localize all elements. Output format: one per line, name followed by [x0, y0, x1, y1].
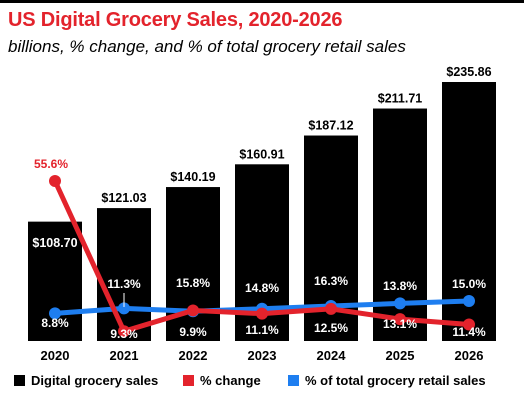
- bar-value-label: $235.86: [446, 65, 491, 79]
- legend-share-swatch: [288, 375, 299, 386]
- share-value-label: 8.8%: [41, 316, 69, 330]
- bar-value-label: $160.91: [239, 147, 284, 161]
- category-label: 2024: [317, 348, 347, 363]
- share-point-2026: [463, 295, 475, 307]
- category-label: 2021: [110, 348, 139, 363]
- bar-value-label: $108.70: [32, 236, 77, 250]
- share-value-label: 12.5%: [314, 321, 348, 335]
- change-point-2022: [187, 304, 199, 317]
- chart-title: US Digital Grocery Sales, 2020-2026: [8, 9, 343, 31]
- change-point-2026: [463, 318, 475, 331]
- chart-subtitle: billions, % change, and % of total groce…: [8, 37, 406, 56]
- category-label: 2020: [41, 348, 70, 363]
- bar-value-label: $187.12: [308, 119, 353, 133]
- legend-share-label: % of total grocery retail sales: [305, 373, 486, 388]
- legend-bars-label: Digital grocery sales: [31, 373, 158, 388]
- change-value-label: 14.8%: [245, 281, 279, 295]
- bar-2021: [97, 208, 151, 341]
- bar-value-label: $121.03: [101, 191, 146, 205]
- legend-change-swatch: [183, 375, 194, 386]
- category-label: 2023: [248, 348, 277, 363]
- category-label: 2026: [455, 348, 484, 363]
- change-value-label: 13.1%: [383, 317, 417, 331]
- share-value-label: 11.1%: [245, 323, 279, 337]
- bar-value-label: $140.19: [170, 170, 215, 184]
- share-value-label: 13.8%: [383, 279, 417, 293]
- share-value-label: 15.0%: [452, 277, 486, 291]
- change-value-label: 55.6%: [34, 157, 68, 171]
- share-point-2025: [394, 297, 406, 310]
- change-point-2021: [118, 325, 130, 338]
- change-point-2025: [394, 313, 406, 326]
- bar-2020: [28, 221, 82, 341]
- bar-value-label: $211.71: [378, 92, 423, 106]
- category-label: 2025: [386, 348, 415, 363]
- change-point-2023: [256, 307, 268, 320]
- change-value-label: 15.8%: [176, 276, 210, 290]
- top-rule: [0, 0, 524, 3]
- change-value-label: 9.3%: [110, 327, 138, 341]
- share-value-label: 9.9%: [179, 325, 207, 339]
- change-point-2024: [325, 302, 337, 315]
- share-point-2021: [118, 302, 130, 315]
- legend-change-label: % change: [200, 373, 261, 388]
- change-value-label: 16.3%: [314, 274, 348, 288]
- legend-bars-swatch: [14, 375, 25, 386]
- change-point-2020: [49, 175, 61, 187]
- category-label: 2022: [179, 348, 208, 363]
- change-value-label: 11.4%: [452, 325, 486, 339]
- share-value-label: 11.3%: [107, 277, 141, 291]
- share-point-2020: [49, 307, 61, 320]
